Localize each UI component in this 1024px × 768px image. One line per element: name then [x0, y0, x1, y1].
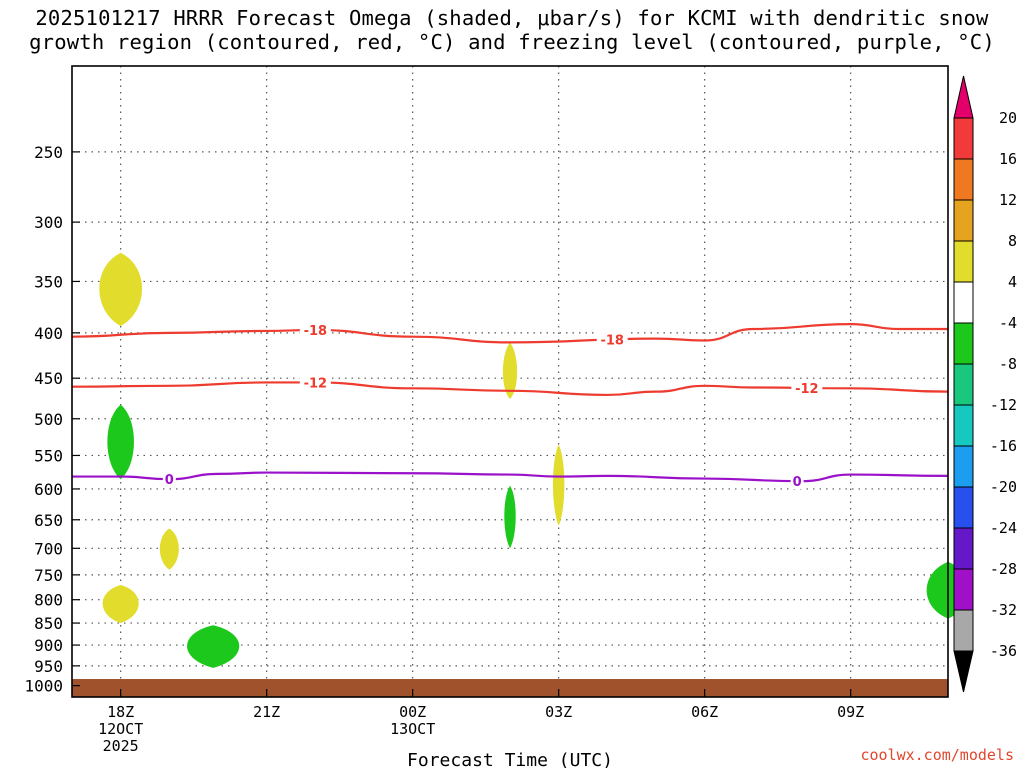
colorbar-label-1: 20: [999, 109, 1017, 127]
omega-region-1: [99, 252, 143, 327]
colorbar-swatch-11: [953, 527, 974, 570]
omega-regions: [99, 252, 970, 668]
y-tick-label-600: 600: [34, 480, 63, 499]
y-tick-label-550: 550: [34, 446, 63, 465]
x-tick-label-21z-1: 21Z: [253, 703, 280, 721]
ground-rect: [72, 679, 948, 697]
colorbar-label-11: -24: [990, 519, 1017, 537]
omega-region-6: [502, 342, 518, 400]
colorbar-label-2: 16: [999, 150, 1017, 168]
omega-region-7: [552, 444, 565, 526]
plot-border: [71, 65, 949, 698]
omega-region-4: [102, 584, 139, 624]
colorbar-swatch-7: [953, 363, 974, 406]
colorbar-swatch-6: [953, 322, 974, 365]
y-tick-label-450: 450: [34, 369, 63, 388]
contour-label-bg-1-2: [596, 331, 628, 348]
x-tick-label-03z-1: 03Z: [545, 703, 572, 721]
contour-line-2: [71, 381, 949, 397]
y-tick-label-1000: 1000: [24, 677, 63, 696]
colorbar-label-14: -36: [990, 642, 1017, 660]
contour-label-bg-2-2: [791, 379, 823, 396]
y-tick-label-700: 700: [34, 539, 63, 558]
colorbar-swatch-9: [953, 445, 974, 488]
contour-label-2-2: -12: [795, 382, 819, 397]
contour-label-bg-3-1: [162, 471, 176, 488]
colorbar-swatch-10: [953, 486, 974, 529]
x-tick-label-00z-2: 13OCT: [390, 720, 435, 738]
colorbar-swatch-13: [953, 609, 974, 652]
colorbar-label-9: -16: [990, 437, 1017, 455]
chart-title: 2025101217 HRRR Forecast Omega (shaded, …: [0, 6, 1024, 54]
x-axis-label: Forecast Time (UTC): [407, 750, 613, 768]
y-tick-label-350: 350: [34, 272, 63, 291]
colorbar-swatch-8: [953, 404, 974, 447]
y-tick-label-950: 950: [34, 657, 63, 676]
colorbar-label-7: -8: [999, 355, 1017, 373]
colorbar-label-5: 4: [1008, 273, 1017, 291]
y-tick-label-400: 400: [34, 324, 63, 343]
chart-title-line-1: 2025101217 HRRR Forecast Omega (shaded, …: [35, 6, 989, 30]
y-tick-label-650: 650: [34, 511, 63, 530]
colorbar-label-8: -12: [990, 396, 1017, 414]
y-tick-label-800: 800: [34, 591, 63, 610]
chart-title-line-2: growth region (contoured, red, °C) and f…: [29, 30, 995, 54]
colorbar-label-10: -20: [990, 478, 1017, 496]
x-tick-label-18z-3: 2025: [103, 737, 139, 755]
x-tick-label-18z-2: 12OCT: [98, 720, 143, 738]
contour-line-1: [71, 322, 948, 344]
colorbar: 20 16 12 8 4 -4 -8 -12 -16 -20 -24 -28 -32 -36: [953, 75, 1017, 693]
colorbar-label-6: -4: [999, 314, 1017, 332]
x-tick-label-18z-1: 18Z: [107, 703, 134, 721]
x-tick-label-00z-1: 00Z: [399, 703, 426, 721]
omega-region-2: [107, 404, 134, 480]
y-axis-ticks: 250 300 350 400 450 500 550 600 650 700 750 800 850 9…: [24, 143, 80, 696]
contour-label-1-1: -18: [304, 324, 328, 339]
contours: -18 -18 -12 -12 0 0: [71, 321, 949, 490]
contour-label-bg-2-1: [299, 374, 331, 391]
grid: [72, 66, 948, 697]
contour-label-bg-3-2: [790, 473, 804, 490]
colorbar-top-arrow: [953, 75, 974, 119]
colorbar-label-3: 12: [999, 191, 1017, 209]
colorbar-swatch-12: [953, 568, 974, 611]
x-tick-label-09z-1: 09Z: [837, 703, 864, 721]
omega-region-3: [159, 528, 179, 570]
contour-label-3-2: 0: [793, 475, 802, 490]
omega-region-5: [187, 625, 240, 668]
colorbar-bottom-arrow: [953, 650, 974, 693]
colorbar-swatch-5: [953, 281, 974, 324]
colorbar-swatch-3: [953, 199, 974, 242]
colorbar-label-12: -28: [990, 560, 1017, 578]
watermark: coolwx.com/models: [860, 746, 1014, 764]
contour-label-2-1: -12: [304, 376, 328, 391]
contour-line-3: [71, 471, 949, 483]
colorbar-label-4: 8: [1008, 232, 1017, 250]
y-tick-label-300: 300: [34, 213, 63, 232]
contour-label-1-2: -18: [600, 334, 624, 349]
colorbar-swatch-2: [953, 158, 974, 201]
colorbar-swatch-4: [953, 240, 974, 283]
plot-frame: [71, 65, 949, 698]
y-tick-label-900: 900: [34, 636, 63, 655]
y-tick-label-500: 500: [34, 410, 63, 429]
ground-layer: [72, 679, 948, 697]
x-tick-label-06z-1: 06Z: [691, 703, 718, 721]
colorbar-swatch-1: [953, 117, 974, 160]
contour-label-3-1: 0: [165, 473, 174, 488]
colorbar-label-13: -32: [990, 601, 1017, 619]
y-tick-label-250: 250: [34, 143, 63, 162]
contour-label-bg-1-1: [299, 321, 331, 338]
y-tick-label-850: 850: [34, 614, 63, 633]
y-tick-label-750: 750: [34, 566, 63, 585]
omega-region-8: [504, 485, 516, 549]
